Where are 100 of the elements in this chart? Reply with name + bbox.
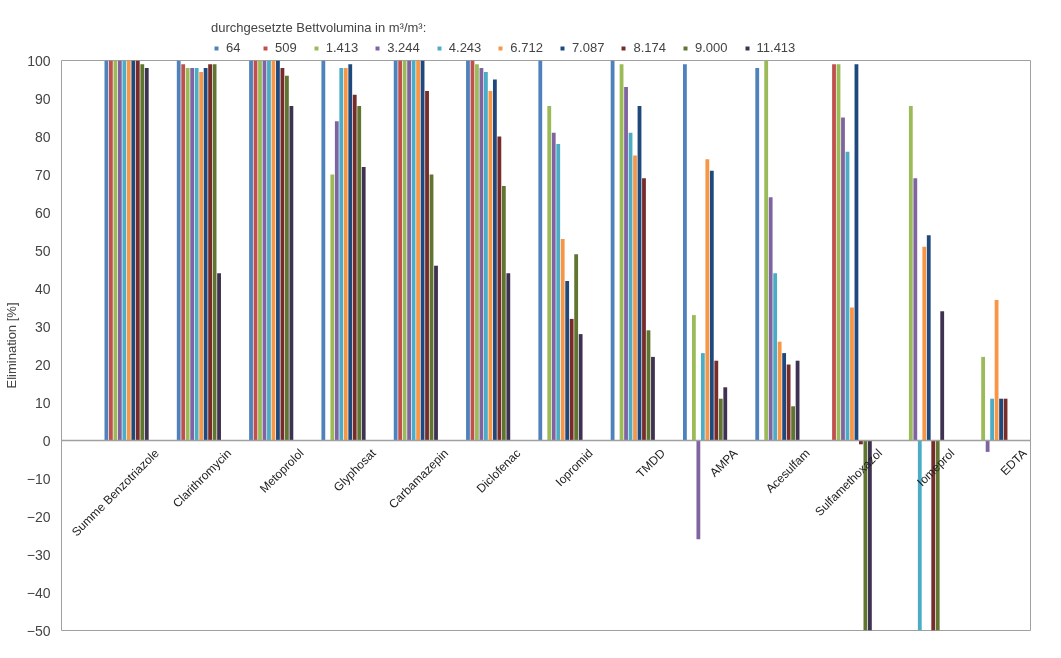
bar [574,254,579,441]
bar [488,90,493,441]
bar [497,136,502,441]
bar [113,60,118,441]
bar [569,318,574,441]
bar [696,440,701,540]
bar [176,60,181,441]
bar [578,334,583,441]
bar [334,121,339,441]
bar [208,64,213,441]
bar [633,155,637,441]
y-tick-label: 50 [34,242,51,259]
y-tick-label: −20 [26,508,51,525]
bar [642,178,646,441]
bar [791,406,795,441]
legend-label: 1.413 [325,40,359,55]
bar [501,185,506,441]
bar [484,71,488,441]
bar [194,68,199,441]
bar [267,60,271,441]
legend-label: 6.712 [510,40,543,55]
bar [361,166,366,441]
bar [416,60,420,441]
bar [551,132,556,441]
bar [782,353,787,441]
bar [434,265,438,441]
y-tick-label: 100 [27,52,51,69]
bar [122,60,127,441]
bar [850,307,854,441]
y-tick-label: 60 [34,204,51,221]
bar [700,353,705,441]
y-tick-label: −40 [26,584,51,601]
bar [492,79,497,441]
bar [289,106,294,441]
bar [565,280,570,441]
bar [343,68,348,441]
bar [705,159,710,441]
bar [755,68,760,441]
bar [538,60,543,441]
bar [714,360,719,441]
bar [908,106,913,441]
y-tick-label: 0 [42,432,51,449]
y-tick-label: −50 [26,622,51,639]
bar [556,144,561,441]
bar [651,356,655,441]
y-tick-label: 30 [34,318,51,335]
bar [339,68,344,441]
y-tick-label: 80 [34,128,51,145]
bar [117,60,122,441]
bar [506,273,511,441]
bar [258,60,262,441]
bar [357,106,362,441]
bar [547,106,552,441]
bar [691,315,696,441]
bar [203,68,208,441]
legend-label: 9.000 [694,40,728,55]
bar [330,174,335,441]
bar [709,170,714,441]
legend-label: 3.244 [387,40,420,55]
bar [348,64,353,441]
bar [990,398,995,441]
y-tick-label: 20 [34,356,51,373]
bar [940,311,945,441]
bar [764,60,769,441]
bar [140,64,145,441]
bar [398,60,403,441]
bar [185,68,190,441]
bar [832,64,836,441]
bar [402,60,407,441]
bar [285,75,289,441]
bar [624,87,628,441]
bar [352,94,357,441]
legend-title: durchgesetzte Bettvolumina in m³/m³: [211,20,428,35]
bar [922,246,927,441]
bar [768,197,773,441]
bar [131,60,136,441]
y-tick-label: −30 [26,546,51,563]
bar [407,60,412,441]
bar [217,273,221,441]
bar [126,60,131,441]
bar [723,387,728,441]
bar [610,60,615,441]
bar [199,71,204,441]
bar [249,60,253,441]
y-tick-label: 10 [34,394,51,411]
bar [108,60,113,441]
legend-label: 64 [226,40,242,55]
y-tick-label: 90 [34,90,51,107]
bar [999,398,1003,441]
bar [190,68,195,441]
bar [841,117,845,441]
bar [777,341,782,441]
y-axis-title: Elimination [%] [3,302,19,389]
bar [683,64,687,441]
bar [466,60,470,441]
legend-label: 509 [275,40,297,55]
y-tick-label: 40 [34,280,51,297]
legend-label: 4.243 [448,40,482,55]
bar [425,90,429,441]
bar [321,60,326,441]
